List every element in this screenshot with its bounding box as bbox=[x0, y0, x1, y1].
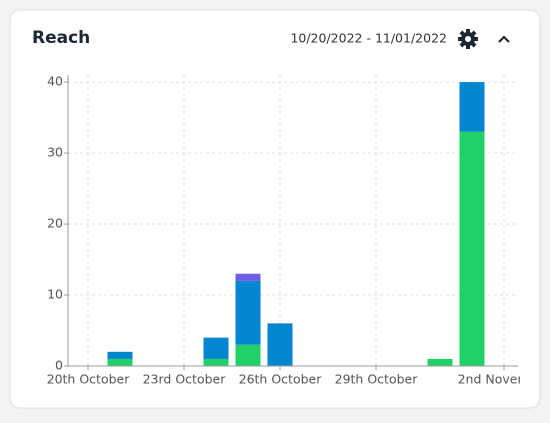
settings-icon[interactable] bbox=[458, 29, 478, 49]
y-tick-label: 0 bbox=[55, 358, 63, 373]
card-title: Reach bbox=[32, 28, 90, 48]
x-tick-label: 20th October bbox=[47, 372, 131, 387]
bar-segment bbox=[235, 273, 261, 281]
y-tick-label: 20 bbox=[47, 216, 63, 231]
x-tick-label: 29th October bbox=[335, 372, 419, 387]
bar-segment bbox=[267, 323, 293, 366]
y-tick-label: 30 bbox=[47, 145, 63, 160]
y-tick-label: 10 bbox=[47, 287, 63, 302]
collapse-chevron[interactable] bbox=[498, 35, 510, 43]
date-range[interactable]: 10/20/2022 - 11/01/2022 bbox=[290, 31, 447, 46]
bar-segment bbox=[203, 358, 229, 366]
bar-segment bbox=[235, 344, 261, 366]
x-tick-label: 23rd October bbox=[143, 372, 227, 387]
bar-segment bbox=[235, 280, 261, 345]
y-tick-label: 40 bbox=[47, 74, 63, 89]
bar-segment bbox=[459, 131, 485, 366]
bar-segment bbox=[427, 358, 453, 366]
bar-segment bbox=[107, 358, 133, 366]
bar-segment bbox=[459, 82, 485, 132]
bar-segment bbox=[107, 351, 133, 359]
x-tick-label: 26th October bbox=[239, 372, 323, 387]
plot: 0 10 20 30 40 20th October 23rd October 26th Oc… bbox=[47, 74, 550, 387]
x-tick-label: 2nd November bbox=[458, 372, 550, 387]
bar-segment bbox=[203, 337, 229, 359]
card-background bbox=[9, 9, 541, 409]
